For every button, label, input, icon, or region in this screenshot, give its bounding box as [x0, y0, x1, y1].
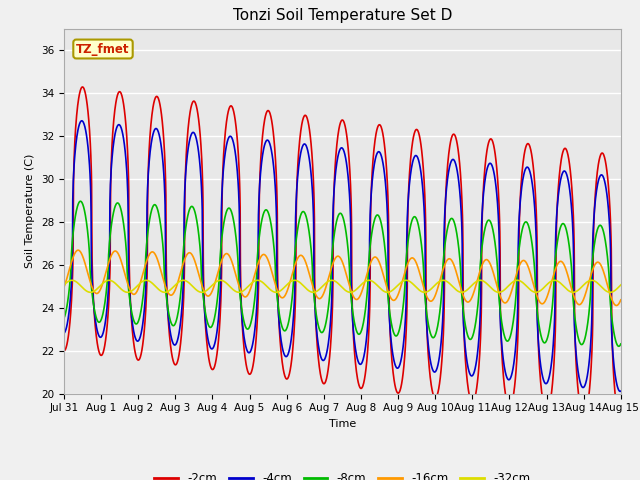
-2cm	[584, 404, 591, 410]
-4cm	[78, 118, 86, 124]
-16cm	[359, 286, 367, 292]
Title: Tonzi Soil Temperature Set D: Tonzi Soil Temperature Set D	[233, 9, 452, 24]
-4cm	[504, 377, 512, 383]
-32cm	[568, 289, 576, 295]
-8cm	[359, 324, 367, 329]
-4cm	[60, 330, 68, 336]
-2cm	[617, 419, 625, 424]
-4cm	[616, 388, 624, 394]
-4cm	[359, 358, 367, 364]
-32cm	[505, 283, 513, 288]
-2cm	[359, 384, 367, 389]
-4cm	[371, 159, 379, 165]
-16cm	[74, 247, 82, 253]
Legend: -2cm, -4cm, -8cm, -16cm, -32cm: -2cm, -4cm, -8cm, -16cm, -32cm	[150, 468, 535, 480]
-16cm	[617, 297, 625, 303]
-4cm	[584, 373, 591, 379]
-16cm	[216, 264, 223, 270]
-16cm	[568, 287, 575, 292]
Line: -4cm: -4cm	[64, 121, 621, 391]
-8cm	[60, 315, 68, 321]
Line: -16cm: -16cm	[64, 250, 621, 305]
-2cm	[216, 324, 223, 330]
-8cm	[584, 324, 591, 329]
Y-axis label: Soil Temperature (C): Soil Temperature (C)	[26, 154, 35, 268]
-32cm	[476, 277, 484, 283]
-8cm	[615, 343, 623, 349]
-32cm	[617, 282, 625, 288]
-16cm	[612, 302, 620, 308]
-4cm	[568, 209, 575, 215]
-2cm	[79, 84, 86, 90]
-2cm	[504, 403, 512, 409]
-16cm	[584, 285, 591, 291]
-8cm	[77, 198, 84, 204]
-8cm	[504, 338, 512, 344]
-32cm	[371, 280, 378, 286]
-8cm	[617, 341, 625, 347]
-32cm	[60, 282, 68, 288]
Line: -8cm: -8cm	[64, 201, 621, 346]
-32cm	[458, 289, 465, 295]
-16cm	[371, 254, 379, 260]
-2cm	[371, 139, 379, 145]
-32cm	[584, 279, 591, 285]
-16cm	[60, 284, 68, 290]
-32cm	[358, 281, 366, 287]
-8cm	[371, 216, 379, 222]
-8cm	[216, 271, 223, 276]
-16cm	[504, 297, 512, 302]
-32cm	[216, 277, 223, 283]
Line: -32cm: -32cm	[64, 280, 621, 292]
-2cm	[568, 185, 575, 191]
Line: -2cm: -2cm	[64, 87, 621, 421]
Text: TZ_fmet: TZ_fmet	[76, 43, 130, 56]
X-axis label: Time: Time	[329, 419, 356, 429]
-8cm	[568, 269, 575, 275]
-2cm	[60, 348, 68, 354]
-4cm	[617, 388, 625, 394]
-4cm	[216, 302, 223, 308]
